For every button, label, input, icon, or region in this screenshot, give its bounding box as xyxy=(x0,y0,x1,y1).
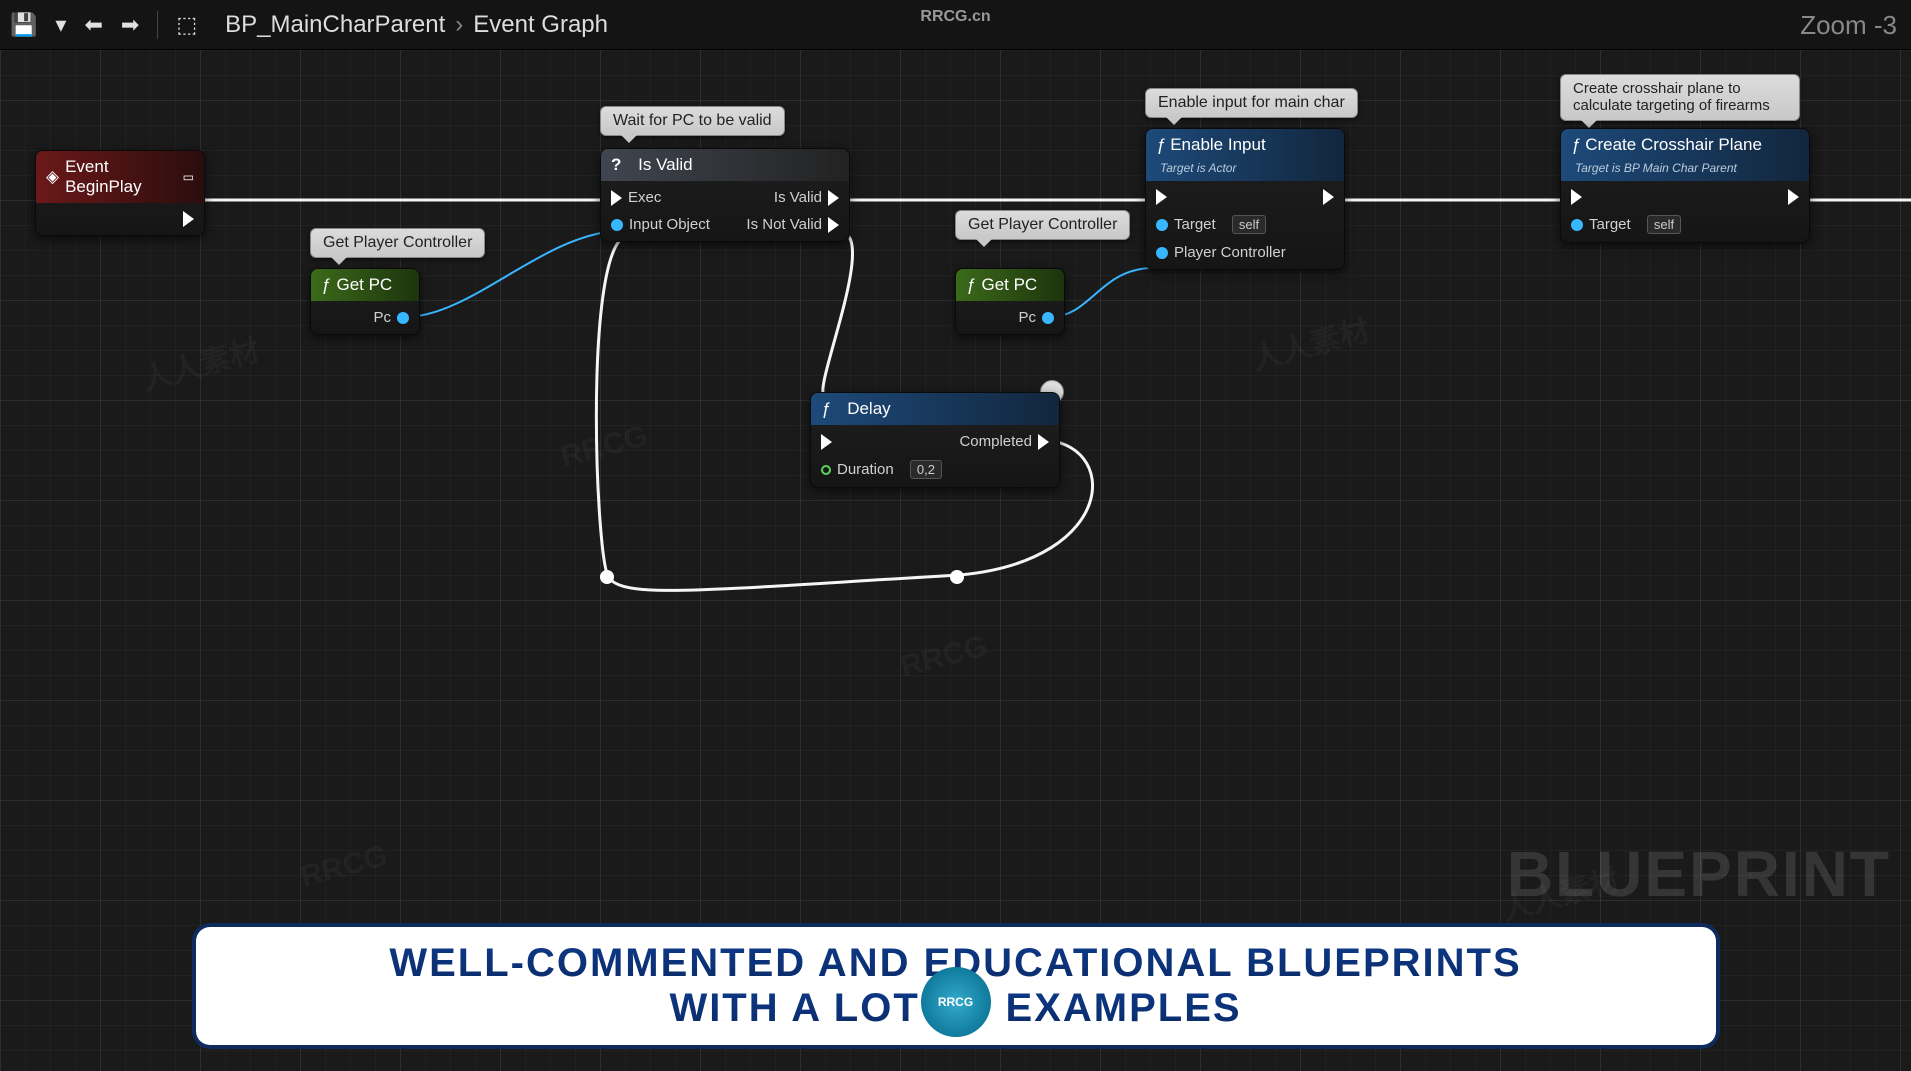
breadcrumb: BP_MainCharParent › Event Graph xyxy=(225,11,608,39)
node-is-valid[interactable]: ? Is Valid Exec Is Valid Input Object Is… xyxy=(600,148,850,242)
exec-in-pin[interactable] xyxy=(1571,189,1582,205)
comment-get-pc-2[interactable]: Get Player Controller xyxy=(955,210,1130,240)
node-title: Event BeginPlay xyxy=(65,157,177,197)
node-title: Delay xyxy=(847,399,890,419)
duration-value[interactable]: 0,2 xyxy=(910,460,942,479)
comment-wait-pc[interactable]: Wait for PC to be valid xyxy=(600,106,785,136)
event-icon: ◈ xyxy=(46,167,59,187)
node-event-beginplay[interactable]: ◈ Event BeginPlay ▭ xyxy=(35,150,205,236)
watermark-url: RRCG.cn xyxy=(920,8,990,26)
output-pin-pc[interactable]: Pc xyxy=(373,309,409,326)
forward-icon[interactable]: ➡ xyxy=(121,12,139,38)
target-pin[interactable]: Target self xyxy=(1571,215,1681,234)
is-not-valid-out-pin[interactable]: Is Not Valid xyxy=(746,216,839,233)
duration-pin[interactable]: Duration 0,2 xyxy=(821,460,942,479)
watermark: RRCG xyxy=(297,839,391,895)
node-header: ƒ Create Crosshair Plane Target is BP Ma… xyxy=(1561,129,1809,181)
breadcrumb-parent[interactable]: BP_MainCharParent xyxy=(225,11,445,39)
completed-out-pin[interactable]: Completed xyxy=(959,433,1049,450)
node-title: Get PC xyxy=(981,275,1037,295)
save-icon[interactable]: 💾 xyxy=(10,12,37,38)
node-header: ƒGet PC xyxy=(311,269,419,301)
watermark: RRCG xyxy=(557,419,651,475)
blueprint-watermark: BLUEPRINT xyxy=(1507,837,1891,911)
target-pin[interactable]: Target self xyxy=(1156,215,1266,234)
output-pin-pc[interactable]: Pc xyxy=(1018,309,1054,326)
watermark: 人人素材 xyxy=(136,325,263,399)
node-subtitle: Target is BP Main Char Parent xyxy=(1575,161,1737,175)
node-delay[interactable]: ƒ Delay Completed Duration 0,2 xyxy=(810,392,1060,488)
input-object-pin[interactable]: Input Object xyxy=(611,216,710,233)
question-icon: ? xyxy=(611,155,621,175)
reroute-node[interactable] xyxy=(600,570,614,584)
graph-icon[interactable]: ⬚ xyxy=(176,12,197,38)
exec-out-pin[interactable] xyxy=(1788,189,1799,205)
node-title: Get PC xyxy=(336,275,392,295)
node-title: Is Valid xyxy=(638,155,693,175)
is-valid-out-pin[interactable]: Is Valid xyxy=(774,189,839,206)
node-title: Create Crosshair Plane xyxy=(1585,135,1762,154)
node-create-crosshair[interactable]: ƒ Create Crosshair Plane Target is BP Ma… xyxy=(1560,128,1810,243)
node-title: Enable Input xyxy=(1170,135,1265,154)
node-get-pc-2[interactable]: ƒGet PC Pc xyxy=(955,268,1065,335)
dropdown-icon[interactable]: ▾ xyxy=(55,12,66,38)
node-get-pc-1[interactable]: ƒGet PC Pc xyxy=(310,268,420,335)
exec-in-pin[interactable] xyxy=(821,434,832,450)
exec-in-pin[interactable] xyxy=(1156,189,1167,205)
zoom-level: Zoom -3 xyxy=(1800,10,1897,41)
exec-out-pin[interactable] xyxy=(1323,189,1334,205)
banner-logo: RRCG xyxy=(921,967,991,1037)
comment-crosshair[interactable]: Create crosshair plane to calculate targ… xyxy=(1560,74,1800,121)
node-header: ƒGet PC xyxy=(956,269,1064,301)
node-header: ◈ Event BeginPlay ▭ xyxy=(36,151,204,203)
promo-banner: WELL-COMMENTED AND EDUCATIONAL BLUEPRINT… xyxy=(196,927,1716,1045)
watermark: RRCG xyxy=(897,629,991,685)
watermark: 人人素材 xyxy=(1246,305,1373,379)
back-icon[interactable]: ⬅ xyxy=(84,12,102,38)
replication-icon: ▭ xyxy=(183,170,194,184)
node-subtitle: Target is Actor xyxy=(1160,161,1236,175)
comment-get-pc-1[interactable]: Get Player Controller xyxy=(310,228,485,258)
node-header: ? Is Valid xyxy=(601,149,849,181)
comment-enable-input[interactable]: Enable input for main char xyxy=(1145,88,1358,118)
breadcrumb-current[interactable]: Event Graph xyxy=(473,11,608,39)
exec-out-pin[interactable] xyxy=(183,211,194,227)
reroute-node[interactable] xyxy=(950,570,964,584)
player-controller-pin[interactable]: Player Controller xyxy=(1156,244,1286,261)
exec-in-pin[interactable]: Exec xyxy=(611,189,661,206)
node-header: ƒ Delay xyxy=(811,393,1059,425)
breadcrumb-separator: › xyxy=(455,11,463,39)
node-enable-input[interactable]: ƒ Enable Input Target is Actor Target se… xyxy=(1145,128,1345,270)
node-header: ƒ Enable Input Target is Actor xyxy=(1146,129,1344,181)
